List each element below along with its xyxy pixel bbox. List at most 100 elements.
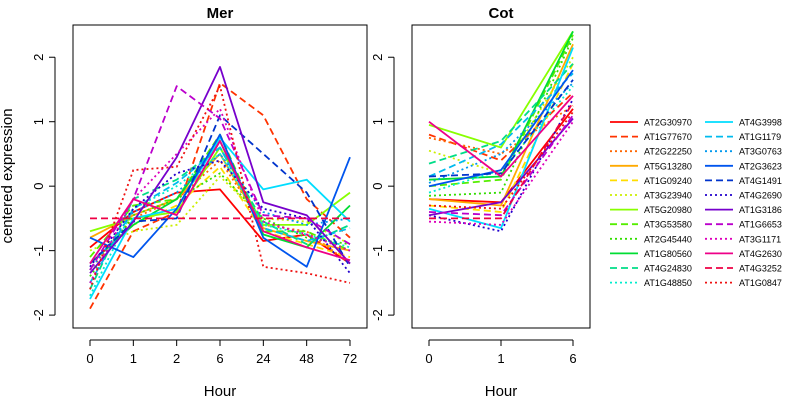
legend-label: AT3G0763	[739, 147, 782, 157]
legend-entry: AT1G77670	[610, 132, 692, 142]
legend-label: AT4G2690	[739, 191, 782, 201]
legend-label: AT1G48850	[644, 278, 692, 288]
series-line	[428, 117, 574, 217]
series-line	[428, 92, 574, 162]
legend-entry: AT5G20980	[610, 205, 692, 215]
x-tick-label: 6	[216, 351, 223, 366]
x-tick-label: 1	[130, 351, 137, 366]
x-tick-label: 72	[343, 351, 357, 366]
legend-entry: AT1G3186	[705, 205, 782, 215]
series-line	[428, 63, 574, 165]
legend-entry: AT4G3252	[705, 264, 782, 274]
legend-label: AT1G0847	[739, 278, 782, 288]
series-line	[89, 107, 351, 284]
legend-label: AT3G53580	[644, 220, 692, 230]
legend-label: AT1G1179	[739, 132, 781, 142]
legend-label: AT5G13280	[644, 161, 692, 171]
series-line	[89, 146, 351, 284]
legend-entry: AT1G1179	[705, 132, 781, 142]
legend-entry: AT5G13280	[610, 161, 692, 171]
legend-label: AT2G45440	[644, 234, 692, 244]
y-tick-label: -1	[370, 245, 385, 257]
series-line	[89, 175, 351, 252]
legend-entry: AT3G1171	[705, 234, 781, 244]
x-tick-label: 0	[86, 351, 93, 366]
x-tick-label: 1	[497, 351, 504, 366]
legend-label: AT1G3186	[739, 205, 782, 215]
y-tick-label: -1	[31, 245, 46, 257]
series-line	[428, 72, 574, 178]
panel-cot: Cot -2 -1 0 1 2 0 1 6 Hour	[370, 5, 591, 400]
series-line	[428, 47, 574, 230]
plot-frame	[411, 24, 591, 329]
legend-entry: AT1G09240	[610, 176, 692, 186]
series-line	[428, 30, 574, 149]
series-line	[428, 34, 574, 188]
series-group	[89, 66, 351, 310]
x-axis-title: Hour	[485, 383, 518, 400]
plot-frame	[72, 24, 368, 329]
series-group	[428, 30, 574, 233]
legend-label: AT4G1491	[739, 176, 782, 186]
series-line	[89, 82, 351, 310]
legend-entry: AT4G3998	[705, 118, 782, 128]
y-tick-label: -2	[370, 309, 385, 321]
legend-label: AT3G23940	[644, 191, 692, 201]
y-tick-label: 2	[31, 54, 46, 61]
legend-entry: AT2G30970	[610, 118, 692, 128]
series-line	[428, 108, 574, 204]
legend-label: AT1G77670	[644, 132, 692, 142]
legend-entry: AT2G45440	[610, 234, 692, 244]
legend-label: AT5G20980	[644, 205, 692, 215]
x-tick-label: 2	[173, 351, 180, 366]
series-line	[428, 63, 574, 213]
legend-entry: AT1G80560	[610, 249, 692, 259]
legend-label: AT4G24830	[644, 264, 692, 274]
legend-entry: AT1G0847	[705, 278, 782, 288]
legend-label: AT1G6653	[739, 220, 782, 230]
x-tick-label: 48	[299, 351, 313, 366]
series-line	[89, 152, 351, 271]
legend-label: AT1G80560	[644, 249, 692, 259]
legend-entry: AT4G2630	[705, 249, 782, 259]
series-line	[428, 95, 574, 178]
legend-entry: AT4G24830	[610, 264, 692, 274]
legend-label: AT1G09240	[644, 176, 692, 186]
legend-entry: AT4G1491	[705, 176, 782, 186]
series-line	[89, 136, 351, 300]
legend-entry: AT3G23940	[610, 191, 692, 201]
legend-entry: AT3G0763	[705, 147, 782, 157]
panel-title: Cot	[489, 5, 514, 22]
legend-entry: AT1G48850	[610, 278, 692, 288]
y-tick-label: 2	[370, 54, 385, 61]
series-line	[89, 140, 351, 265]
x-axis-title: Hour	[204, 383, 237, 400]
series-line	[89, 152, 351, 297]
series-line	[89, 172, 351, 277]
series-line	[428, 114, 574, 217]
series-line	[428, 121, 574, 226]
legend-entry: AT2G22250	[610, 147, 692, 157]
y-axis-title: centered expression	[0, 108, 16, 243]
series-line	[428, 82, 574, 184]
legend-label: AT4G3998	[739, 118, 782, 128]
panel-mer: Mer -2 -1 0 1 2 0 1 2 6 24 48 72 Hour	[31, 5, 368, 400]
legend-label: AT2G22250	[644, 147, 692, 157]
panel-title: Mer	[207, 5, 234, 22]
legend-label: AT3G1171	[739, 234, 781, 244]
legend-label: AT4G3252	[739, 264, 782, 274]
y-tick-label: -2	[31, 309, 46, 321]
series-line	[429, 101, 574, 220]
y-tick-label: 1	[370, 118, 385, 125]
x-tick-label: 0	[425, 351, 432, 366]
legend-label: AT4G2630	[739, 249, 782, 259]
legend-entry: AT4G2690	[705, 191, 782, 201]
series-line	[428, 79, 574, 178]
legend-entry: AT3G53580	[610, 220, 692, 230]
legend-label: AT2G30970	[644, 118, 692, 128]
series-line	[89, 133, 351, 268]
series-line	[89, 85, 351, 290]
x-tick-label: 24	[256, 351, 270, 366]
